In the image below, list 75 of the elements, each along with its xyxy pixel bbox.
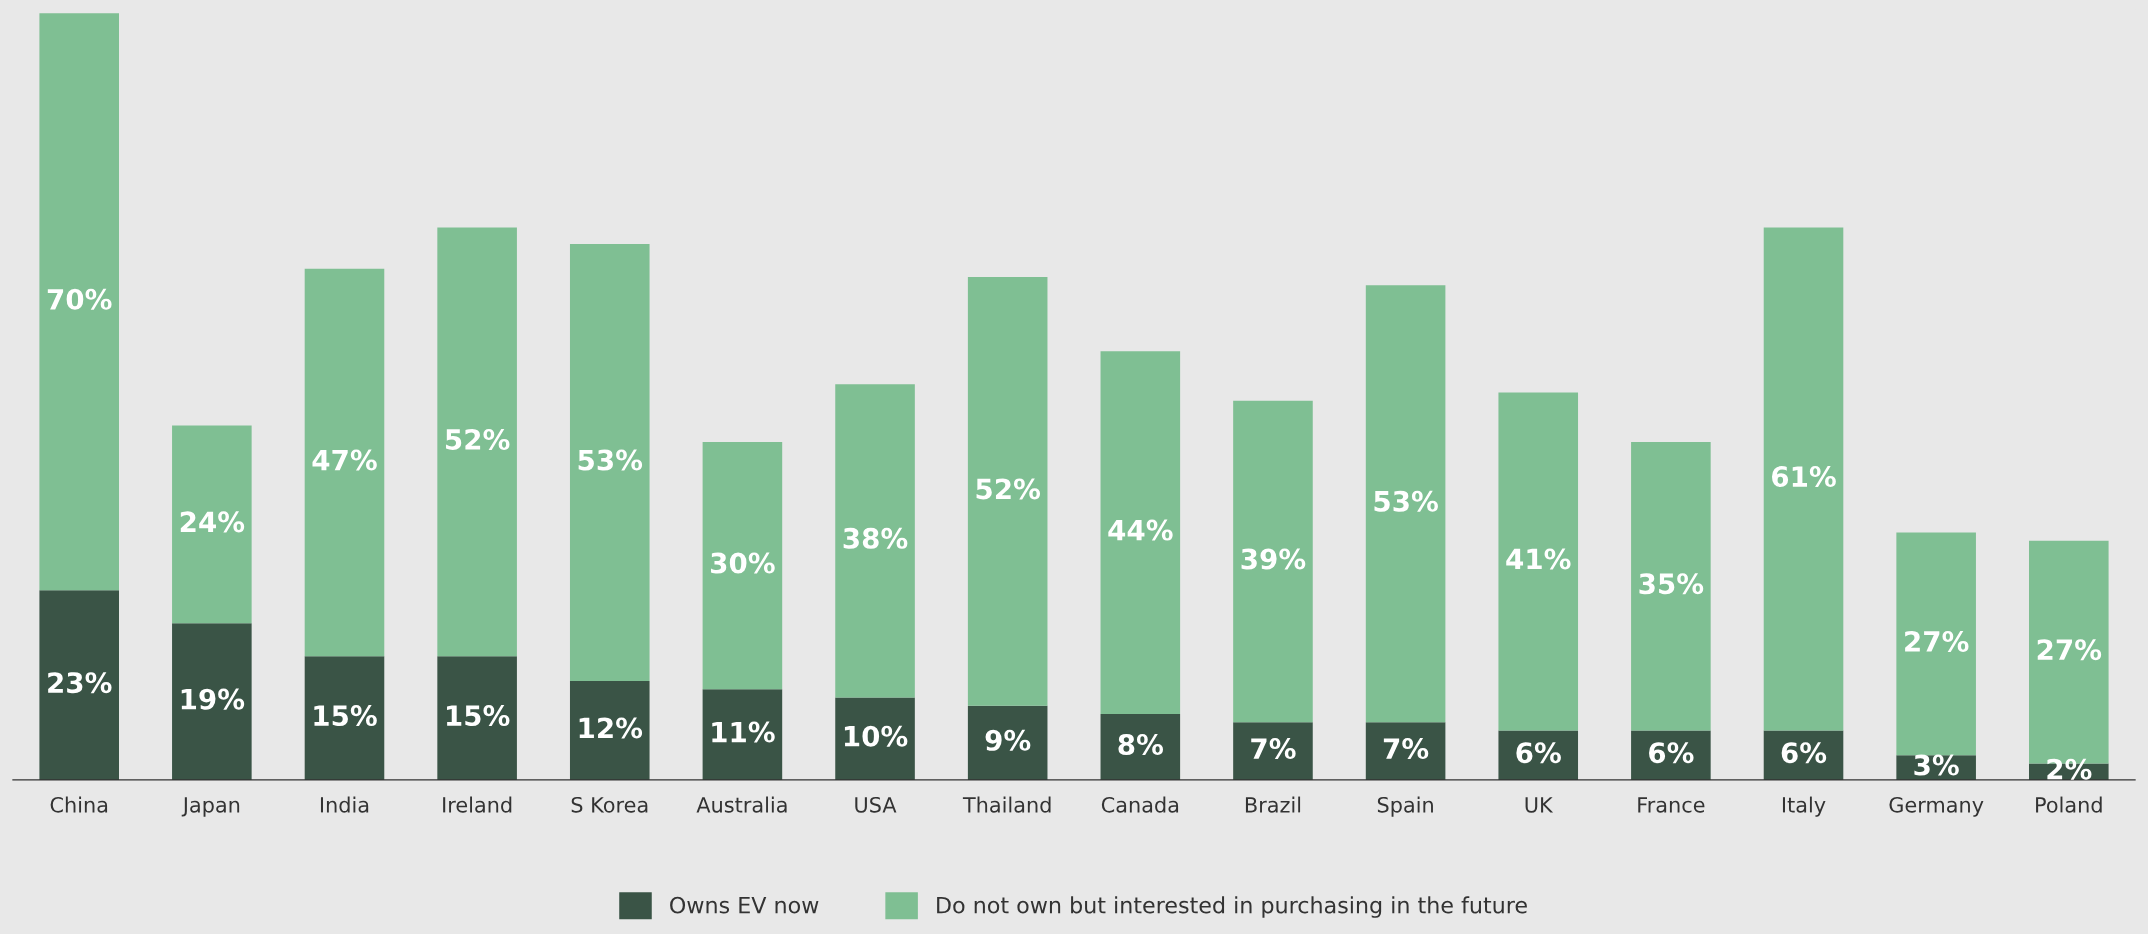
data-label: 24% — [180, 511, 245, 533]
data-label: 53% — [578, 449, 643, 471]
data-label: 23% — [48, 672, 112, 694]
bar — [835, 697, 915, 780]
x-tick-label: India — [320, 796, 369, 813]
data-label: 7% — [1251, 738, 1296, 760]
bar — [172, 425, 252, 624]
data-label: 52% — [976, 478, 1041, 500]
x-tick-label: S Korea — [571, 796, 648, 813]
x-tick-label: Ireland — [443, 796, 512, 813]
x-tick-label: Japan — [181, 797, 240, 817]
x-tick-label: China — [50, 796, 108, 813]
x-tick-label: USA — [855, 796, 897, 813]
bar — [304, 268, 385, 657]
bar — [569, 244, 650, 681]
data-label: 7% — [1383, 738, 1429, 760]
data-label: 47% — [312, 449, 377, 471]
bar — [1498, 392, 1579, 731]
bar — [1233, 722, 1313, 780]
bar — [835, 384, 915, 698]
data-label: 39% — [1241, 548, 1306, 570]
bar — [702, 441, 783, 690]
legend-label: Do not own but interested in purchasing in the future — [937, 896, 1527, 918]
bar — [967, 705, 1048, 780]
x-tick-label: France — [1638, 797, 1705, 813]
x-tick-label: Australia — [696, 796, 787, 813]
data-label: 44% — [1108, 519, 1173, 541]
bar — [702, 689, 783, 780]
data-label: 41% — [1506, 548, 1571, 570]
data-label: 70% — [47, 288, 112, 310]
bar — [437, 656, 517, 780]
bar — [1365, 285, 1446, 723]
data-label: 15% — [314, 705, 377, 727]
data-label: 38% — [843, 527, 908, 549]
bar — [1100, 351, 1181, 714]
x-tick-label: Brazil — [1245, 796, 1301, 813]
data-label: 11% — [712, 721, 775, 743]
data-label: 8% — [1118, 733, 1164, 755]
bar — [39, 590, 119, 780]
data-label: 27% — [2037, 639, 2102, 661]
bar — [1896, 532, 1976, 756]
data-label: 35% — [1639, 573, 1704, 595]
bar — [437, 227, 517, 657]
bar — [967, 276, 1048, 706]
data-label: 27% — [1905, 630, 1969, 652]
legend-label: Owns EV now — [670, 896, 819, 914]
bar — [1763, 227, 1844, 731]
x-tick-label: Spain — [1377, 796, 1433, 817]
data-label: 61% — [1771, 466, 1836, 488]
data-label: 2% — [2047, 758, 2092, 780]
x-tick-label: Italy — [1782, 796, 1826, 817]
x-tick-label: Canada — [1101, 796, 1179, 813]
data-label: 12% — [579, 717, 643, 739]
x-tick-label: Poland — [2036, 796, 2102, 813]
bar — [39, 13, 119, 591]
data-label: 9% — [985, 729, 1031, 751]
bar — [569, 680, 650, 780]
data-label: 52% — [446, 428, 510, 450]
data-label: 6% — [1649, 742, 1694, 764]
bar — [304, 656, 385, 780]
bar — [1233, 400, 1313, 723]
data-label: 10% — [844, 725, 908, 747]
data-label: 3% — [1914, 754, 1959, 776]
bar — [172, 623, 252, 780]
x-tick-label: UK — [1525, 797, 1554, 813]
data-label: 53% — [1374, 490, 1438, 512]
bar — [1365, 722, 1446, 780]
data-label: 6% — [1781, 742, 1827, 764]
x-tick-label: Thailand — [962, 796, 1051, 813]
x-tick-label: Germany — [1889, 796, 1984, 817]
data-label: 15% — [447, 705, 510, 727]
data-label: 19% — [181, 688, 245, 710]
data-label: 30% — [711, 552, 775, 574]
data-label: 6% — [1516, 742, 1561, 764]
bar — [1631, 441, 1711, 731]
